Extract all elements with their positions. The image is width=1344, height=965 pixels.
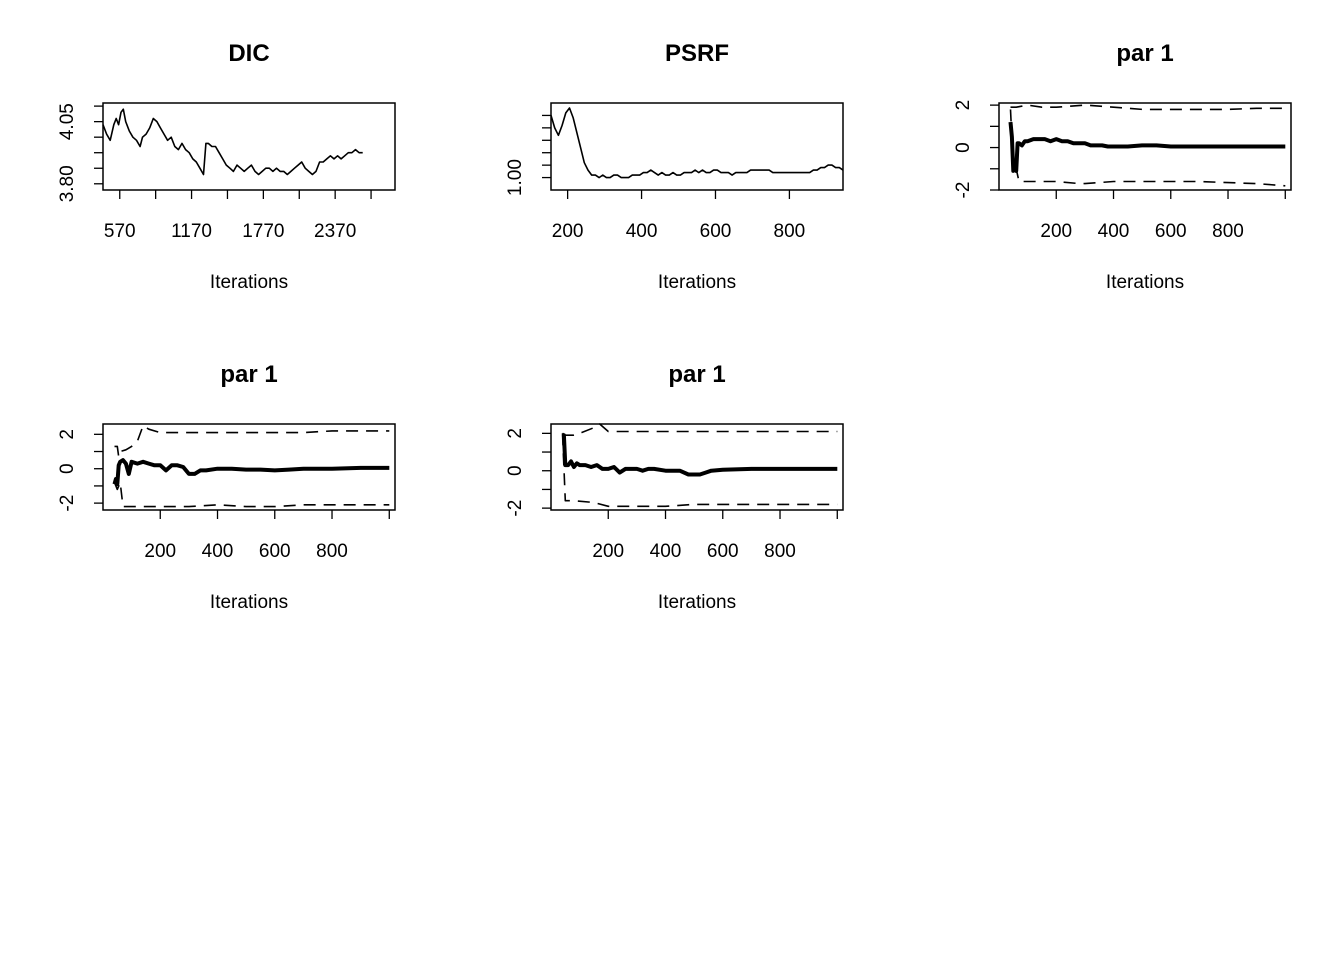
series-line (1008, 121, 1286, 173)
y-tick-label: 0 (505, 465, 526, 476)
interval-line (113, 481, 390, 508)
y-tick-label: 2 (505, 428, 526, 439)
x-tick-label: 600 (700, 221, 732, 242)
x-axis-label: Iterations (1106, 272, 1184, 293)
interval-line (1009, 109, 1286, 187)
panel-title: par 1 (1116, 40, 1173, 67)
interval-line (561, 433, 838, 508)
x-axis-label: Iterations (210, 272, 288, 293)
x-tick-label: 600 (259, 541, 291, 562)
x-tick-label: 800 (316, 541, 348, 562)
y-tick-label: 3.80 (57, 165, 78, 202)
x-tick-label: 200 (1040, 221, 1072, 242)
x-tick-label: 400 (1098, 221, 1130, 242)
x-axis-label: Iterations (658, 272, 736, 293)
x-axis-label: Iterations (210, 592, 288, 613)
series-line (102, 108, 363, 176)
plot-frame (550, 102, 844, 191)
interval-line (1010, 104, 1286, 111)
y-tick-label: 2 (57, 429, 78, 440)
x-tick-label: 400 (650, 541, 682, 562)
x-tick-label: 800 (764, 541, 796, 562)
x-tick-label: 400 (202, 541, 234, 562)
x-tick-label: 800 (774, 221, 806, 242)
x-tick-label: 600 (707, 541, 739, 562)
x-tick-label: 1770 (242, 221, 284, 242)
y-tick-label: -2 (57, 495, 78, 512)
x-tick-label: 200 (592, 541, 624, 562)
interval-line (114, 424, 390, 458)
x-tick-label: 600 (1155, 221, 1187, 242)
panel-title: par 1 (668, 361, 725, 388)
panel-title: DIC (228, 40, 269, 67)
x-axis-label: Iterations (658, 592, 736, 613)
x-tick-label: 200 (552, 221, 584, 242)
panel-1: DIC 570 1170 1770 2370 3.80 4.05 Iterations (57, 40, 396, 293)
panel-5: par 1 200 400 600 800 -2 0 2 Iterations (505, 361, 844, 613)
y-tick-label: 4.05 (57, 103, 78, 140)
series-line (561, 433, 838, 477)
interval-line (562, 423, 838, 436)
x-tick-label: 2370 (314, 221, 356, 242)
y-tick-label: 1.00 (505, 159, 526, 196)
x-tick-label: 200 (144, 541, 176, 562)
y-tick-label: -2 (505, 500, 526, 517)
x-tick-label: 800 (1212, 221, 1244, 242)
plot-frame (998, 102, 1292, 191)
plot-frame (102, 423, 396, 511)
y-tick-label: 0 (57, 463, 78, 474)
plot-frame (550, 423, 844, 511)
panel-title: PSRF (665, 40, 729, 67)
series-line (550, 107, 844, 179)
y-tick-label: 2 (953, 100, 974, 111)
panel-title: par 1 (220, 361, 277, 388)
plot-frame (102, 102, 396, 191)
panel-3: par 1 200 400 600 800 -2 0 2 Iterations (953, 40, 1292, 293)
panel-4: par 1 200 400 600 800 -2 0 2 Iterations (57, 361, 396, 613)
series-line (112, 458, 390, 487)
x-tick-label: 400 (626, 221, 658, 242)
y-tick-label: -2 (953, 182, 974, 199)
x-tick-label: 570 (104, 221, 136, 242)
x-tick-label: 1170 (171, 221, 212, 242)
panel-2: PSRF 200 400 600 800 1.00 Iterations (505, 40, 844, 293)
y-tick-label: 0 (953, 142, 974, 153)
